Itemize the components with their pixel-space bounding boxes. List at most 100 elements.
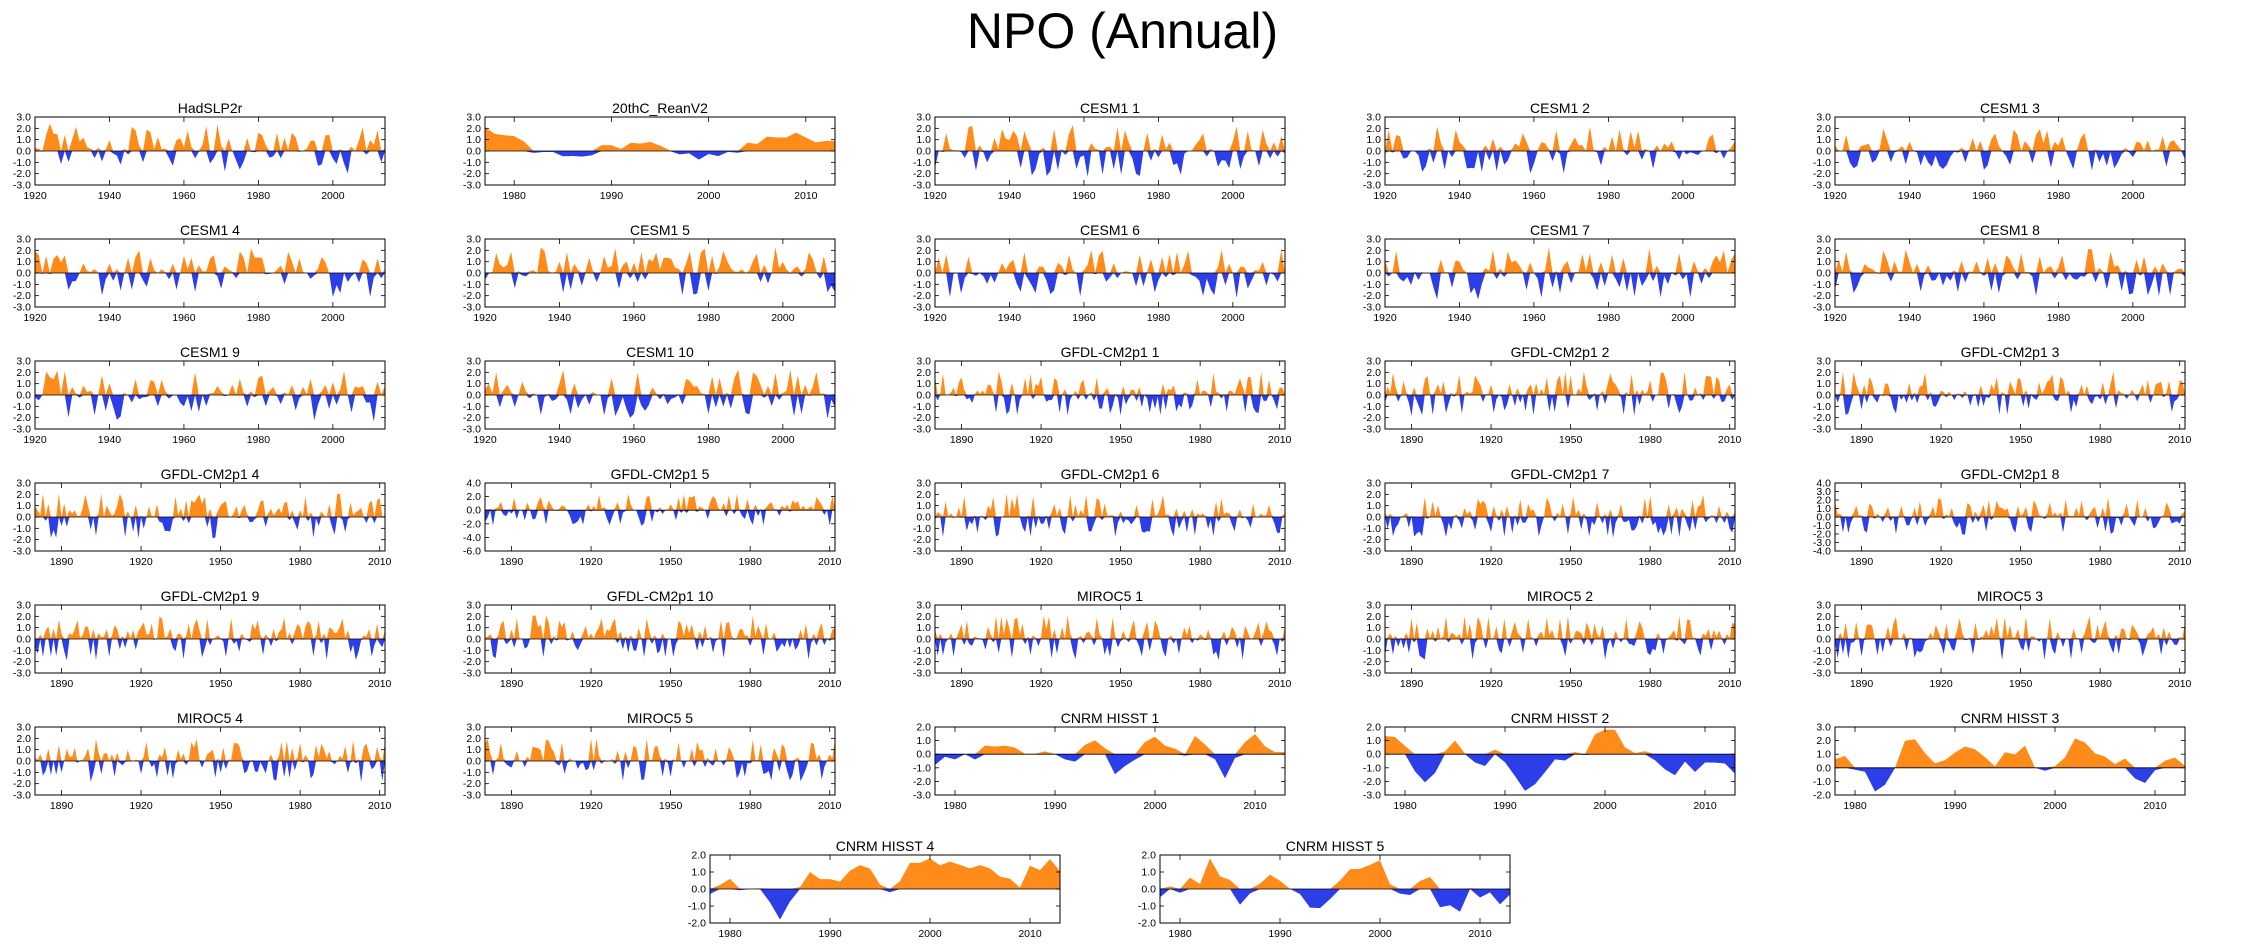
- x-tick-label: 1980: [2047, 190, 2071, 202]
- x-tick-label: 2010: [794, 190, 818, 202]
- x-tick-label: 1990: [1493, 800, 1517, 812]
- negative-anomaly-area: [35, 395, 385, 422]
- y-tick-label: -1.0: [688, 901, 706, 913]
- y-tick-label: -2.0: [913, 290, 931, 302]
- y-tick-label: 1.0: [916, 134, 931, 146]
- x-tick-label: 1980: [1393, 800, 1417, 812]
- y-tick-label: 1.0: [1816, 749, 1831, 761]
- negative-anomaly-area: [935, 639, 1285, 660]
- x-tick-label: 1960: [172, 434, 196, 446]
- y-tick-label: -3.0: [1363, 180, 1381, 192]
- y-tick-label: 0.0: [1366, 390, 1381, 402]
- y-tick-label: 0.0: [16, 268, 31, 280]
- y-tick-label: 3.0: [916, 112, 931, 124]
- y-tick-label: -3.0: [1813, 302, 1831, 314]
- x-tick-label: 2000: [321, 190, 345, 202]
- x-tick-label: 1920: [1479, 556, 1503, 568]
- y-tick-label: -2.0: [463, 518, 481, 530]
- positive-anomaly-area: [935, 125, 1285, 151]
- npo-panel: GFDL-CM2p1 2 3.02.01.00.0-1.0-2.0-3.0 1890…: [1363, 344, 1742, 446]
- y-tick-label: 2.0: [16, 367, 31, 379]
- y-tick-label: 2.0: [1366, 489, 1381, 501]
- x-tick-label: 1980: [247, 312, 271, 324]
- y-tick-label: -2.0: [1813, 790, 1831, 802]
- npo-panel: CNRM HISST 2 2.01.0 0.0-1.0 -2.0 -3.0 1980 199…: [1363, 710, 1736, 812]
- x-tick-label: 1890: [1400, 434, 1424, 446]
- x-tick-label: 1950: [209, 800, 233, 812]
- y-tick-label: 2.0: [916, 722, 931, 734]
- y-tick-label: 1.0: [1366, 256, 1381, 268]
- y-tick-label: 0.0: [1366, 268, 1381, 280]
- y-tick-label: 0.0: [1816, 268, 1831, 280]
- y-tick-label: -3.0: [1813, 668, 1831, 680]
- y-tick-label: -3.0: [913, 668, 931, 680]
- y-tick-label: -1.0: [463, 157, 481, 169]
- y-tick-label: -3.0: [1813, 180, 1831, 192]
- positive-anomaly-area: [1835, 497, 2185, 517]
- x-tick-label: 1980: [288, 800, 312, 812]
- y-tick-label: -3.0: [1363, 546, 1381, 558]
- npo-panel: GFDL-CM2p1 9 3.02.01.00.0-1.0-2.0-3.0 1890…: [13, 588, 392, 690]
- y-tick-label: -1.0: [913, 401, 931, 413]
- y-tick-label: 2.0: [466, 611, 481, 623]
- positive-anomaly-area: [1385, 371, 1735, 395]
- x-tick-label: 1980: [718, 928, 742, 940]
- y-tick-label: 3.0: [1816, 356, 1831, 368]
- y-tick-label: -4.0: [463, 532, 481, 544]
- panel-title: GFDL-CM2p1 2: [1511, 344, 1610, 360]
- positive-anomaly-area: [35, 370, 385, 395]
- x-tick-label: 1980: [697, 434, 721, 446]
- y-tick-label: -1.0: [1813, 520, 1831, 532]
- x-tick-label: 1920: [1373, 190, 1397, 202]
- x-tick-label: 1980: [1638, 434, 1662, 446]
- y-tick-label: -2.0: [913, 168, 931, 180]
- x-tick-label: 1920: [1029, 556, 1053, 568]
- y-tick-label: 0.0: [466, 390, 481, 402]
- npo-panel: GFDL-CM2p1 5 4.02.0 0.0-2.0 -4.0 -6.0 1890 192…: [463, 466, 842, 568]
- x-tick-label: 2000: [771, 434, 795, 446]
- y-tick-label: 1.0: [1816, 378, 1831, 390]
- x-tick-label: 1920: [1479, 678, 1503, 690]
- y-tick-label: -1.0: [913, 279, 931, 291]
- x-tick-label: 1960: [1072, 312, 1096, 324]
- y-tick-label: -2.0: [13, 290, 31, 302]
- x-tick-label: 1960: [1522, 190, 1546, 202]
- panel-title: GFDL-CM2p1 10: [607, 588, 714, 604]
- negative-anomaly-area: [935, 151, 1285, 177]
- y-tick-label: 3.0: [916, 234, 931, 246]
- y-tick-label: -1.0: [1813, 157, 1831, 169]
- negative-anomaly-area: [35, 761, 385, 783]
- x-tick-label: 2010: [1268, 434, 1292, 446]
- x-tick-label: 1920: [1823, 312, 1847, 324]
- x-tick-label: 1980: [697, 312, 721, 324]
- y-tick-label: -1.0: [1363, 157, 1381, 169]
- x-tick-label: 1890: [950, 678, 974, 690]
- y-tick-label: 3.0: [16, 112, 31, 124]
- y-tick-label: -2.0: [13, 168, 31, 180]
- x-tick-label: 1890: [50, 678, 74, 690]
- negative-anomaly-area: [935, 754, 1285, 779]
- negative-anomaly-area: [1385, 639, 1735, 660]
- y-tick-label: -2.0: [913, 534, 931, 546]
- positive-anomaly-area: [935, 493, 1285, 517]
- x-tick-label: 1950: [2009, 556, 2033, 568]
- npo-panel: GFDL-CM2p1 8 4.03.02.01.00.0-1.0-2.0-3.0-…: [1813, 466, 2192, 568]
- y-tick-label: -1.0: [1363, 762, 1381, 774]
- x-tick-label: 1950: [1109, 434, 1133, 446]
- y-tick-label: 1.0: [1816, 503, 1831, 515]
- y-tick-label: -1.0: [13, 401, 31, 413]
- positive-anomaly-area: [485, 493, 835, 511]
- x-tick-label: 2000: [2121, 190, 2145, 202]
- y-tick-label: 3.0: [466, 112, 481, 124]
- positive-anomaly-area: [1385, 615, 1735, 639]
- y-tick-label: 3.0: [16, 234, 31, 246]
- x-tick-label: 2010: [1018, 928, 1042, 940]
- negative-anomaly-area: [35, 151, 385, 174]
- y-tick-label: 0.0: [1141, 884, 1156, 896]
- y-tick-label: 2.0: [916, 245, 931, 257]
